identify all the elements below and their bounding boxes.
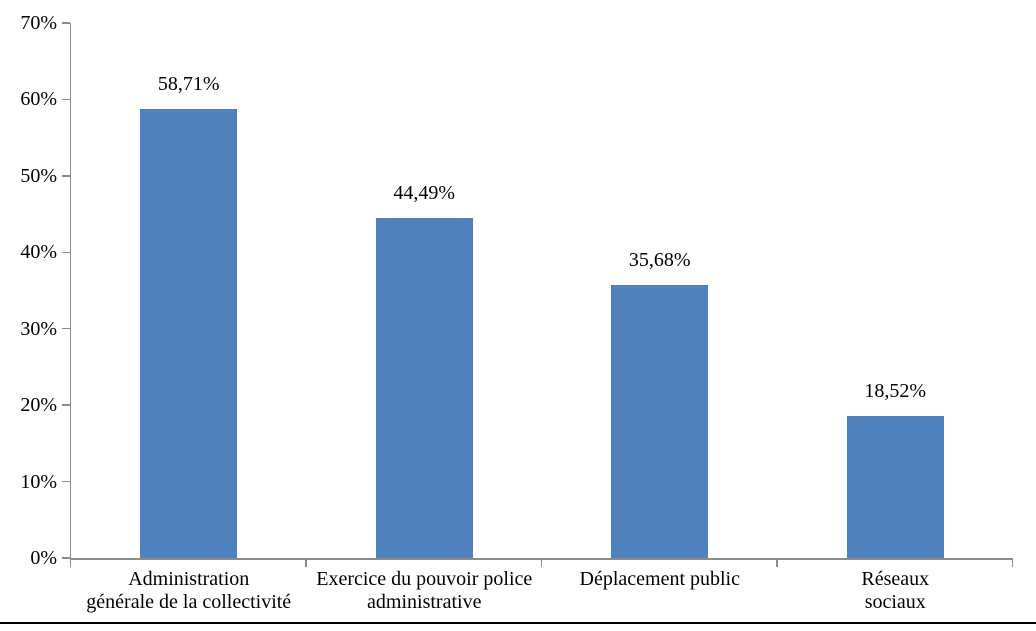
x-axis-category-label-line: Exercice du pouvoir police: [316, 568, 533, 590]
x-axis-tick: [1011, 558, 1013, 567]
x-axis-tick: [305, 558, 307, 567]
y-axis-tick-label: 50%: [20, 164, 57, 187]
x-axis-tick: [540, 558, 542, 567]
y-axis-tick-label: 10%: [20, 470, 57, 493]
bar: [846, 416, 944, 558]
bar-value-label: 35,68%: [628, 249, 691, 272]
y-axis-tick: [61, 98, 70, 101]
x-axis-category-label: Réseaux sociaux: [765, 568, 1025, 614]
y-axis-tick-label: 70%: [20, 12, 57, 34]
y-axis-tick: [61, 327, 70, 330]
y-axis-tick-label: 20%: [20, 394, 57, 417]
x-axis-category-label: Déplacement public: [530, 568, 790, 591]
x-axis-tick: [69, 558, 71, 567]
bar: [140, 109, 238, 558]
y-axis-tick-label: 40%: [20, 241, 57, 264]
y-axis-tick: [61, 557, 70, 559]
bar: [375, 217, 473, 558]
y-axis-tick: [61, 404, 70, 406]
y-axis-tick: [61, 251, 70, 254]
bar: [611, 285, 709, 558]
y-axis-tick-label: 30%: [20, 317, 57, 340]
y-axis-tick: [61, 175, 70, 177]
bar-value-label: 58,71%: [157, 73, 220, 96]
bottom-border-line: [0, 622, 1036, 624]
y-axis-tick-label: 0%: [30, 547, 57, 569]
x-axis-category-label-line: Administration: [128, 568, 250, 590]
x-axis-category-label-line: Déplacement public: [579, 568, 741, 590]
x-axis-category-label: Exercice du pouvoir police administrative: [294, 568, 554, 614]
x-axis-category-label-line: sociaux: [864, 591, 926, 613]
x-axis-category-label-line: générale de la collectivité: [86, 591, 292, 613]
bar-value-label: 18,52%: [864, 380, 927, 403]
x-axis-tick: [776, 558, 778, 567]
x-axis-category-label-line: Réseaux: [861, 568, 930, 590]
x-axis-category-label: Administration générale de la collectivit…: [59, 568, 319, 614]
y-axis-tick: [61, 22, 70, 24]
y-axis-tick-label: 60%: [20, 88, 57, 111]
y-axis-line: [69, 23, 71, 558]
x-axis-category-label-line: administrative: [367, 591, 482, 613]
bar-value-label: 44,49%: [393, 181, 456, 204]
y-axis-tick: [61, 480, 70, 483]
